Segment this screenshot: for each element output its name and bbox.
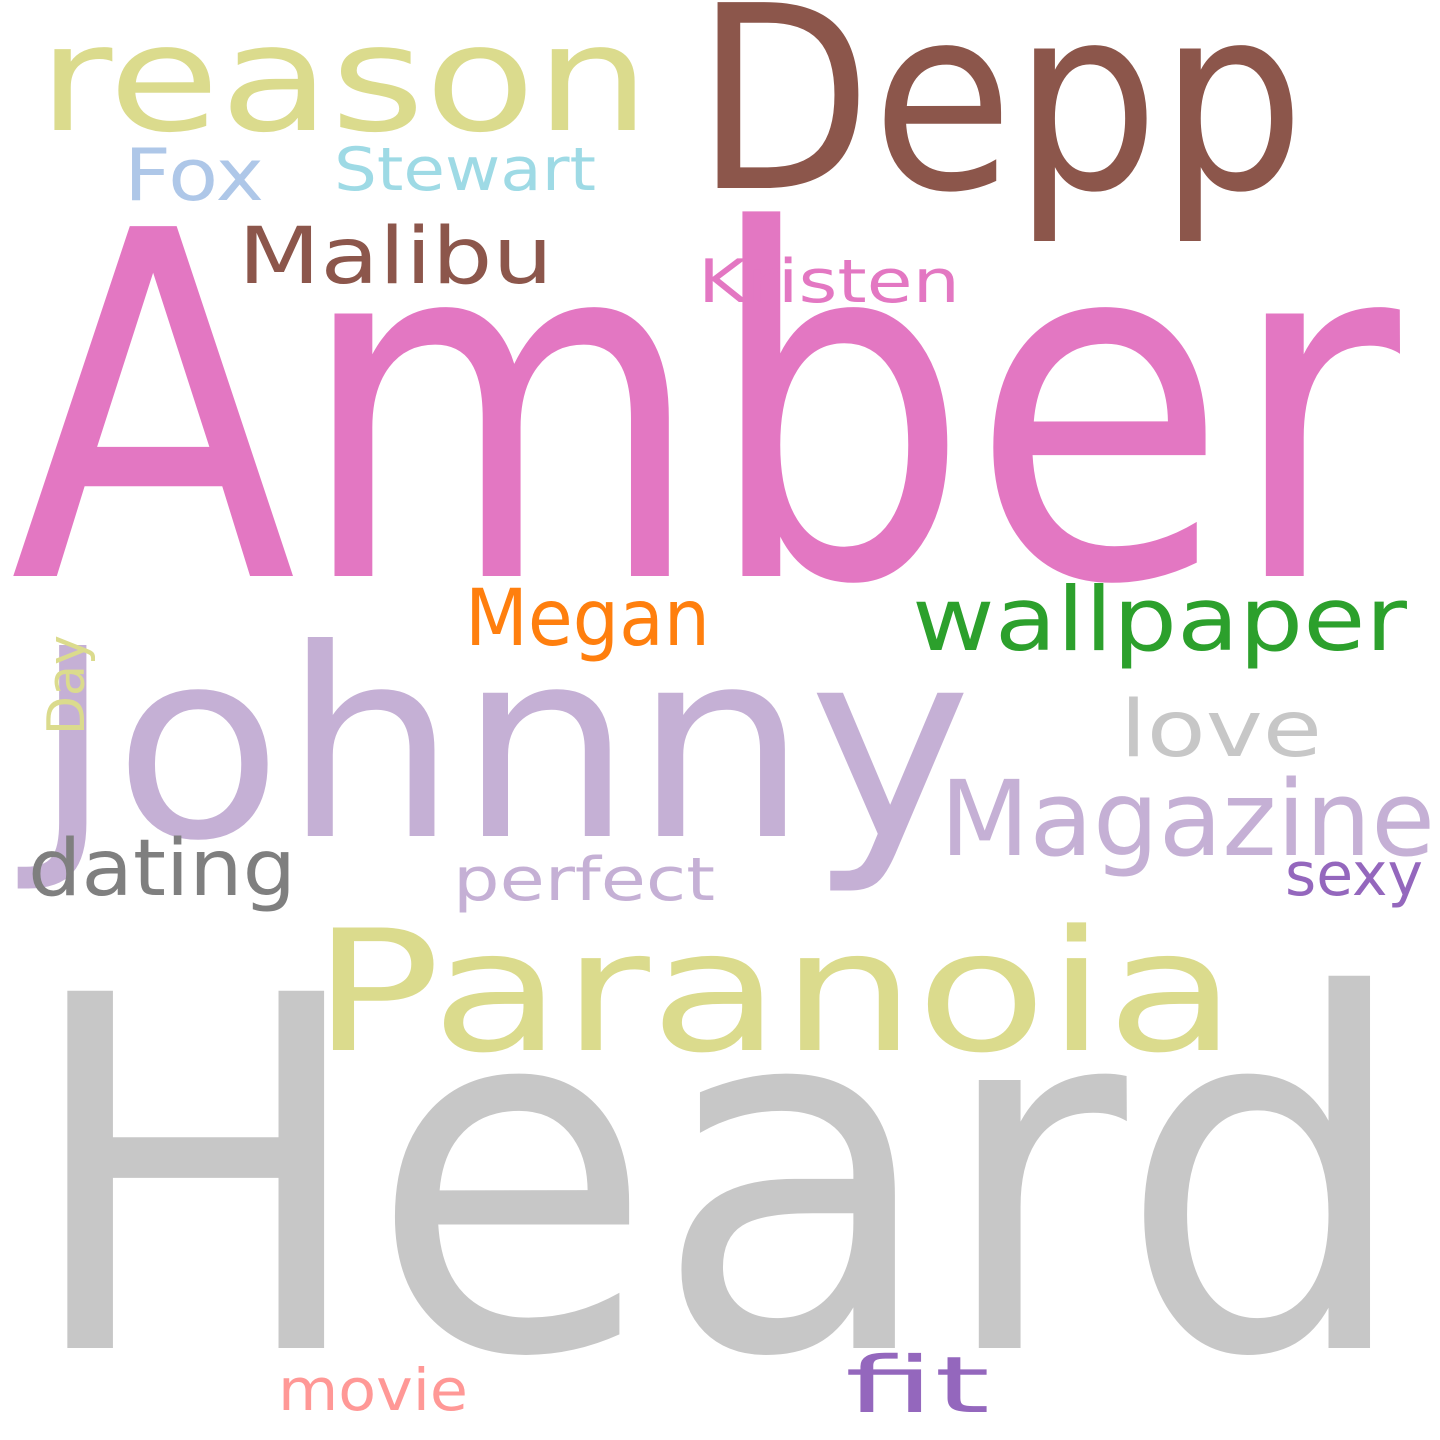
word-reason: reason xyxy=(38,0,650,165)
word-malibu: Malibu xyxy=(238,212,553,302)
word-sexy: sexy xyxy=(1285,840,1423,910)
word-wallpaper: wallpaper xyxy=(912,568,1408,671)
word-paranoia: Paranoia xyxy=(312,894,1237,1090)
word-heard: Heard xyxy=(22,893,1412,1440)
word-fit: fit xyxy=(845,1341,990,1431)
word-magazine: Magazine xyxy=(940,758,1435,880)
word-love: love xyxy=(1120,685,1322,775)
word-megan: Megan xyxy=(465,574,710,664)
word-movie: movie xyxy=(278,1356,468,1424)
word-day: Day xyxy=(37,635,97,735)
word-kristen: Kristen xyxy=(698,247,960,317)
word-johnny: Johnny xyxy=(15,593,972,898)
word-dating: dating xyxy=(28,824,296,914)
word-amber: Amber xyxy=(10,131,1404,690)
word-fox: Fox xyxy=(124,133,264,217)
word-stewart: Stewart xyxy=(334,135,596,205)
word-depp: Depp xyxy=(695,0,1305,249)
word-perfect: perfect xyxy=(453,845,715,915)
